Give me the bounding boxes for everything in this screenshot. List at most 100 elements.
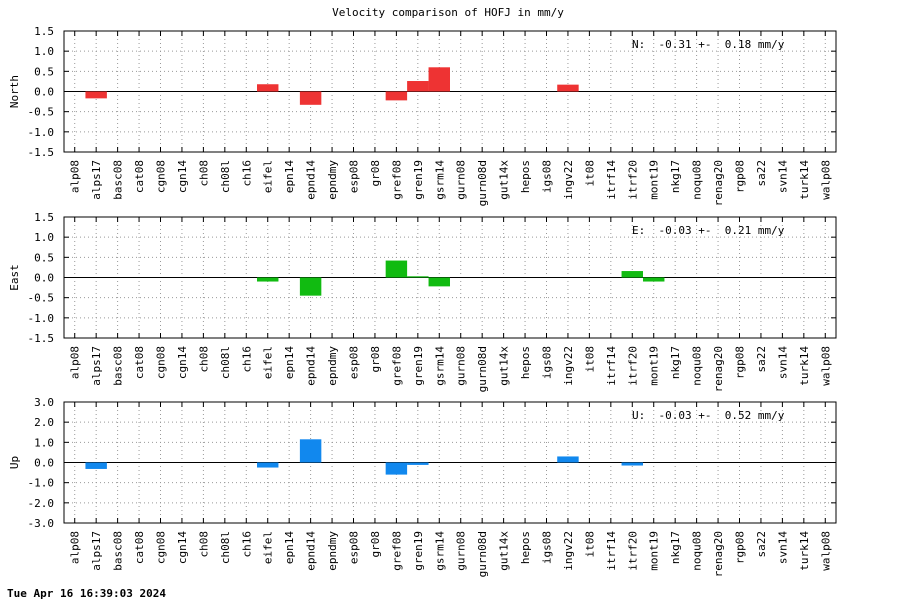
east-ytick-label: -1.0 [28, 312, 55, 325]
up-xtick-label: cgn08 [155, 531, 168, 564]
up-xtick-label: gurn08 [455, 531, 468, 571]
up-xtick-label: renag20 [712, 531, 725, 577]
east-ytick-label: 0.0 [34, 272, 54, 285]
up-xtick-label: gsrm14 [433, 531, 446, 571]
east-xtick-label: svn14 [776, 346, 789, 379]
north-ytick-label: 0.0 [34, 86, 54, 99]
north-xtick-label: sa22 [755, 160, 768, 187]
north-xtick-label: it08 [583, 160, 596, 187]
up-xtick-label: ch08 [197, 531, 210, 558]
north-xtick-label: gref08 [390, 160, 403, 200]
north-xtick-label: esp08 [348, 160, 361, 193]
north-xtick-label: gsrm14 [433, 160, 446, 200]
north-xtick-label: itrf20 [626, 160, 639, 200]
north-xtick-label: nkg17 [669, 160, 682, 193]
east-xtick-label: hepos [519, 346, 532, 379]
chart-title: Velocity comparison of HOFJ in mm/y [332, 6, 564, 19]
up-xtick-label: turk14 [798, 531, 811, 571]
up-xtick-label: sa22 [755, 531, 768, 558]
east-xtick-label: walp08 [819, 346, 832, 386]
north-ytick-label: -1.5 [28, 146, 55, 159]
up-xtick-label: noqu08 [691, 531, 704, 571]
north-xtick-label: basc08 [112, 160, 125, 200]
up-xtick-label: walp08 [819, 531, 832, 571]
up-xtick-label: eifel [262, 531, 275, 564]
north-ytick-label: -0.5 [28, 106, 55, 119]
up-xtick-label: it08 [583, 531, 596, 558]
north-xtick-label: epn14 [283, 160, 296, 193]
north-xtick-label: eifel [262, 160, 275, 193]
north-axis-label: North [8, 75, 21, 108]
north-xtick-label: cgn14 [176, 160, 189, 193]
up-ytick-label: -1.0 [28, 477, 55, 490]
north-xtick-label: ch16 [240, 160, 253, 187]
up-xtick-label: cat08 [133, 531, 146, 564]
east-ytick-label: 0.5 [34, 251, 54, 264]
up-xtick-label: alp08 [69, 531, 82, 564]
east-xtick-label: cgn14 [176, 346, 189, 379]
east-xtick-label: mont19 [648, 346, 661, 386]
east-bar-mont19 [643, 277, 665, 282]
north-xtick-label: alps17 [90, 160, 103, 200]
east-bar-gren19 [407, 276, 429, 278]
up-bar-itrf20 [621, 462, 643, 466]
east-xtick-label: itrf20 [626, 346, 639, 386]
north-xtick-label: gurn08d [476, 160, 489, 206]
east-xtick-label: alps17 [90, 346, 103, 386]
east-annotation: E: -0.03 +- 0.21 mm/y [632, 224, 785, 237]
up-xtick-label: nkg17 [669, 531, 682, 564]
east-xtick-label: gren19 [412, 346, 425, 386]
timestamp: Tue Apr 16 16:39:03 2024 [7, 587, 166, 600]
north-xtick-label: hepos [519, 160, 532, 193]
north-xtick-label: ch08l [219, 160, 232, 193]
up-xtick-label: gr08 [369, 531, 382, 558]
north-xtick-label: noqu08 [691, 160, 704, 200]
up-ytick-label: -3.0 [28, 517, 55, 530]
east-xtick-label: ch08l [219, 346, 232, 379]
east-xtick-label: alp08 [69, 346, 82, 379]
east-bar-itrf20 [621, 271, 643, 278]
east-ytick-label: 1.5 [34, 211, 54, 224]
up-xtick-label: itrf20 [626, 531, 639, 571]
east-xtick-label: ch16 [240, 346, 253, 373]
up-bar-ingv22 [557, 456, 579, 463]
up-annotation: U: -0.03 +- 0.52 mm/y [632, 409, 785, 422]
north-ytick-label: 1.5 [34, 25, 54, 38]
north-bar-gref08 [385, 91, 408, 101]
north-xtick-label: igs08 [541, 160, 554, 193]
north-xtick-label: epndmy [326, 160, 339, 200]
north-xtick-label: ingv22 [562, 160, 575, 200]
up-xtick-label: ch16 [240, 531, 253, 558]
east-xtick-label: igs08 [541, 346, 554, 379]
north-bar-gren19 [407, 81, 429, 92]
up-ytick-label: 1.0 [34, 436, 54, 449]
up-xtick-label: igs08 [541, 531, 554, 564]
north-xtick-label: ch08 [197, 160, 210, 187]
north-xtick-label: itrf14 [605, 160, 618, 200]
north-xtick-label: walp08 [819, 160, 832, 200]
up-bar-epnd14 [299, 439, 322, 463]
east-xtick-label: itrf14 [605, 346, 618, 386]
east-bar-gsrm14 [428, 277, 450, 287]
up-bar-gref08 [385, 462, 408, 475]
north-ytick-label: -1.0 [28, 126, 55, 139]
east-ytick-label: -1.5 [28, 332, 55, 345]
up-xtick-label: gurn08d [476, 531, 489, 577]
north-bar-gsrm14 [428, 67, 450, 92]
up-xtick-label: svn14 [776, 531, 789, 564]
north-ytick-label: 1.0 [34, 45, 54, 58]
north-annotation: N: -0.31 +- 0.18 mm/y [632, 38, 785, 51]
east-xtick-label: gurn08 [455, 346, 468, 386]
north-xtick-label: gurn08 [455, 160, 468, 200]
up-xtick-label: rgp08 [734, 531, 747, 564]
up-ytick-label: -2.0 [28, 497, 55, 510]
up-axis-label: Up [8, 456, 21, 469]
north-xtick-label: epnd14 [305, 160, 318, 200]
east-xtick-label: ch08 [197, 346, 210, 373]
north-xtick-label: alp08 [69, 160, 82, 193]
east-xtick-label: noqu08 [691, 346, 704, 386]
north-ytick-label: 0.5 [34, 65, 54, 78]
north-xtick-label: gut14x [498, 160, 511, 200]
up-xtick-label: cgn14 [176, 531, 189, 564]
east-xtick-label: renag20 [712, 346, 725, 392]
